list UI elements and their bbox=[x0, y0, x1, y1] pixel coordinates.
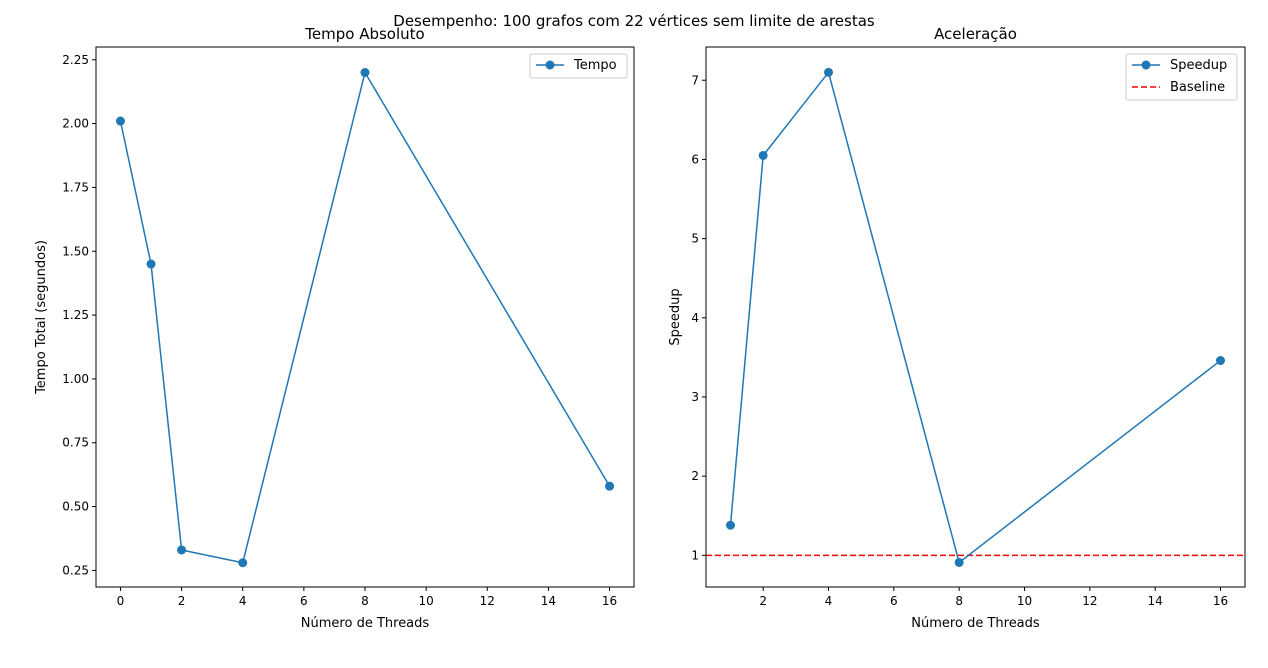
x-tick-label: 4 bbox=[825, 594, 833, 608]
data-point bbox=[954, 557, 964, 567]
y-tick-label: 0.25 bbox=[62, 563, 89, 577]
x-tick-label: 12 bbox=[480, 594, 495, 608]
y-tick-label: 2.00 bbox=[62, 117, 89, 131]
y-tick-label: 1.00 bbox=[62, 372, 89, 386]
legend-label: Speedup bbox=[1170, 58, 1227, 73]
plot-data-area bbox=[115, 68, 615, 568]
panel-tempo-absoluto: Tempo Absoluto 0 2 4 6 8 10 12 14 16 0.25 0.50 0.75 1… bbox=[34, 25, 635, 631]
axes-frame bbox=[95, 46, 635, 588]
y-axis-label: Tempo Total (segundos) bbox=[34, 240, 49, 395]
x-tick-label: 14 bbox=[541, 594, 556, 608]
legend-label: Baseline bbox=[1170, 80, 1225, 95]
y-tick-label: 1 bbox=[691, 548, 699, 562]
y-tick-label: 7 bbox=[691, 73, 699, 87]
y-axis-label: Speedup bbox=[668, 288, 683, 345]
y-tick-label: 1.25 bbox=[62, 308, 89, 322]
legend-marker bbox=[545, 60, 555, 70]
plot-data-area bbox=[706, 67, 1245, 567]
panel-title: Tempo Absoluto bbox=[304, 25, 424, 43]
x-tick-label: 14 bbox=[1148, 594, 1163, 608]
data-point bbox=[360, 68, 370, 78]
y-tick-label: 4 bbox=[691, 311, 699, 325]
data-point bbox=[824, 67, 833, 77]
y-tick-label: 5 bbox=[691, 232, 699, 246]
x-tick-label: 2 bbox=[759, 594, 767, 608]
legend-box bbox=[529, 53, 628, 79]
x-tick-label: 8 bbox=[955, 594, 963, 608]
data-point bbox=[726, 520, 735, 530]
data-point bbox=[177, 545, 187, 555]
data-point bbox=[758, 150, 768, 160]
x-tick-label: 6 bbox=[300, 594, 308, 608]
data-point bbox=[605, 481, 615, 491]
x-tick-label: 16 bbox=[602, 594, 617, 608]
data-point bbox=[238, 558, 248, 568]
y-tick-label: 0.75 bbox=[62, 436, 89, 450]
y-tick-label: 1.75 bbox=[62, 180, 89, 194]
x-axis-label: Número de Threads bbox=[301, 616, 430, 631]
data-point bbox=[115, 116, 125, 126]
y-tick-label: 6 bbox=[691, 152, 699, 166]
y-tick-label: 1.50 bbox=[62, 244, 89, 258]
x-tick-label: 16 bbox=[1213, 594, 1228, 608]
x-tick-label: 12 bbox=[1082, 594, 1097, 608]
x-tick-label: 2 bbox=[178, 594, 186, 608]
panel-title: Aceleração bbox=[934, 25, 1017, 43]
x-tick-label: 6 bbox=[890, 594, 898, 608]
legend-marker bbox=[1141, 60, 1151, 70]
x-tick-label: 10 bbox=[1017, 594, 1032, 608]
x-axis-label: Número de Threads bbox=[911, 616, 1040, 631]
y-tick-label: 0.50 bbox=[62, 500, 89, 514]
x-tick-label: 8 bbox=[361, 594, 369, 608]
y-tick-label: 3 bbox=[691, 390, 699, 404]
x-tick-label: 4 bbox=[239, 594, 247, 608]
data-point bbox=[146, 259, 156, 269]
y-tick-label: 2 bbox=[691, 469, 699, 483]
x-tick-label: 10 bbox=[418, 594, 433, 608]
axes-frame bbox=[705, 46, 1246, 588]
series-line-tempo bbox=[119, 70, 611, 564]
legend-label: Tempo bbox=[573, 58, 617, 73]
y-tick-label: 2.25 bbox=[62, 53, 89, 67]
x-tick-label: 0 bbox=[117, 594, 125, 608]
data-point bbox=[1216, 356, 1225, 366]
figure-suptitle: Desempenho: 100 grafos com 22 vértices s… bbox=[393, 12, 875, 30]
